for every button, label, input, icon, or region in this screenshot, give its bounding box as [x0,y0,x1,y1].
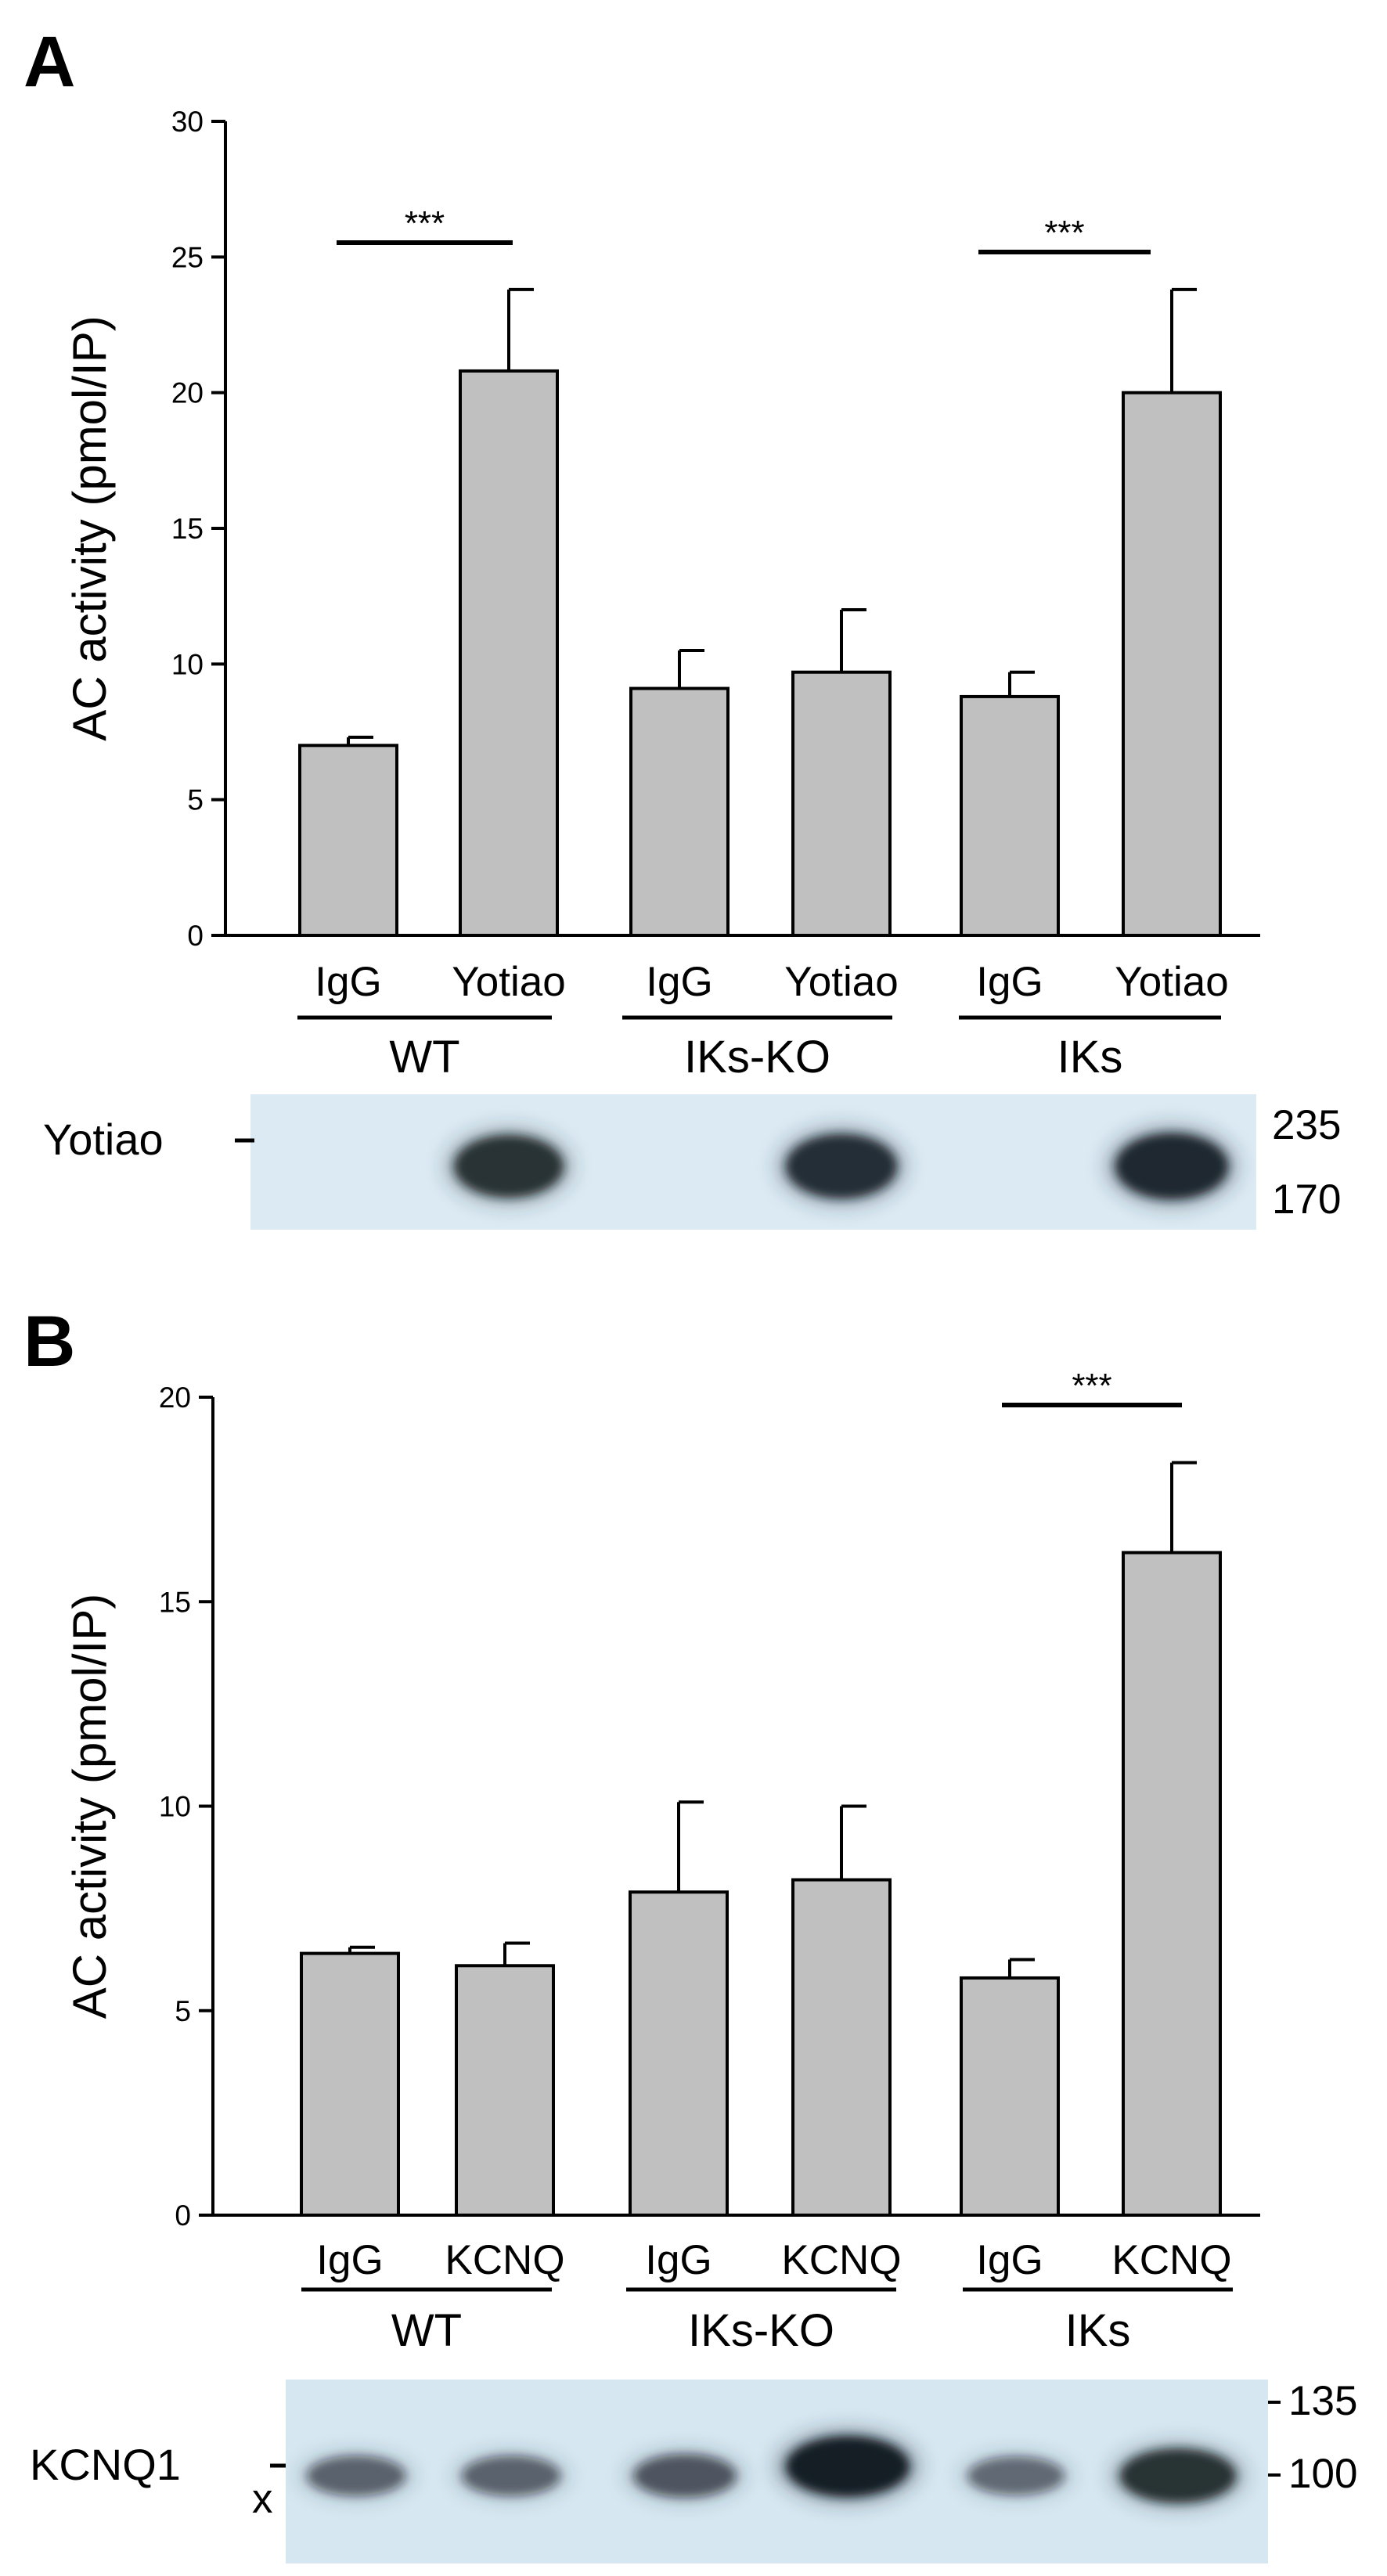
panel-a-category-label: IgG [976,959,1043,1005]
panel-a-blot-band [1115,1133,1229,1200]
panel-a-bar-yotiao-iks-ko [791,670,892,937]
panel-a-y-tick-label: 20 [171,377,204,409]
panel-b-bar-igg-iks [960,1976,1060,2217]
panel-a-y-tick-label: 0 [187,920,204,952]
panel-b-bar-igg-wt [300,1951,400,2218]
panel-b-blot-band [633,2454,737,2498]
panel-b-significance-label: *** [1072,1367,1111,1405]
panel-a-bar-yotiao-iks [1122,391,1222,937]
panel-a-blot-strip [250,1094,1256,1230]
panel-b-category-label: IgG [645,2237,712,2283]
panel-b-mw-label: 100 [1288,2451,1357,2497]
panel-a-y-tick-label: 15 [171,513,204,545]
panel-b-group-label: IKs-KO [688,2305,834,2356]
panel-b-bar-kcnq-iks-ko [791,1878,892,2218]
panel-a-y-tick-label: 25 [171,241,204,273]
panel-a-mw-label: 235 [1272,1102,1341,1148]
panel-a-significance-label: *** [405,204,445,243]
panel-a-blot-label: Yotiao [43,1115,164,1164]
panel-a-category-label: Yotiao [784,959,898,1005]
panel-b-category-label: KCNQ [1111,2237,1231,2283]
panel-a-category-label: Yotiao [452,959,565,1005]
panel-b-y-tick-label: 15 [159,1586,191,1618]
panel-b-chart: 0 5 10 15 20 AC activity (pmol/IP) IgG KCNQ IgG K… [30,1367,1357,2563]
panel-a-blot-band [785,1133,898,1199]
panel-b-blot-band [307,2455,405,2496]
panel-b-y-tick-label: 5 [175,1995,191,2027]
panel-b-y-tick-label: 0 [175,2200,191,2232]
panel-b-bar-kcnq-iks [1122,1551,1222,2218]
panel-b-group-label: WT [391,2305,462,2356]
panel-a-group-label: IKs-KO [684,1032,830,1083]
panel-a-category-label: IgG [646,959,712,1005]
panel-a-bar-igg-iks [960,694,1060,938]
panel-b-bar-kcnq-wt [455,1964,555,2217]
panel-b-blot-band [967,2456,1065,2495]
panel-a-bar-yotiao-wt [459,369,559,937]
panel-b-blot-band [785,2436,910,2497]
panel-b-y-axis-label: AC activity (pmol/IP) [63,1594,116,2019]
panel-a-y-tick-label: 5 [187,784,204,816]
panel-a-group-label: WT [389,1032,459,1083]
panel-a-label: A [23,22,75,102]
panel-a-bar-igg-iks-ko [629,686,730,937]
panel-a-category-label: Yotiao [1115,959,1228,1005]
panel-b-bar-igg-iks-ko [629,1890,729,2218]
panel-b-y-tick-label: 10 [159,1791,191,1823]
panel-a-y-axis-label: AC activity (pmol/IP) [63,315,116,740]
panel-a-category-label: IgG [315,959,381,1005]
panel-b-category-label: IgG [976,2237,1043,2283]
panel-b-blot-band [1119,2448,1237,2503]
panel-a-mw-label: 170 [1272,1176,1341,1223]
panel-a-chart: 0 5 10 15 20 25 30 AC activity (pmol/IP) IgG Yoti… [43,106,1341,1230]
panel-b-mw-label: 135 [1288,2378,1357,2424]
panel-a-group-label: IKs [1057,1032,1123,1083]
panel-b-category-label: KCNQ [781,2237,901,2283]
panel-a-y-tick-label: 10 [171,648,204,680]
panel-b-group-label: IKs [1065,2305,1131,2356]
panel-b-category-label: KCNQ [445,2237,564,2283]
panel-a-bar-igg-wt [298,744,398,937]
panel-a-significance-label: *** [1044,214,1084,252]
panel-b-blot-label: KCNQ1 [30,2440,181,2489]
panel-b-y-tick-label: 20 [159,1382,191,1414]
panel-b-label: B [23,1302,75,1382]
panel-b-blot-marker-x: x [252,2476,273,2522]
panel-b-category-label: IgG [316,2237,383,2283]
panel-b-blot-band [462,2455,560,2496]
panel-a-blot-band [453,1134,564,1198]
panel-a-y-tick-label: 30 [171,106,204,138]
